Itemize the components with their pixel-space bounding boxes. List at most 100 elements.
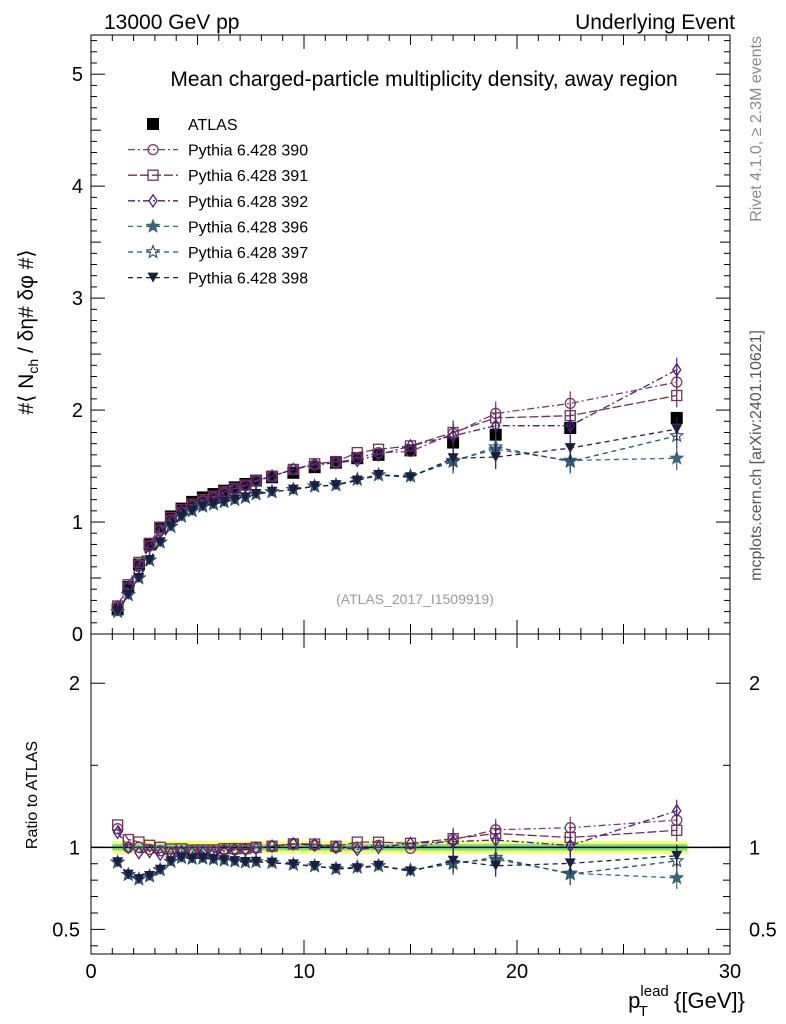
main-plot-frame xyxy=(90,34,731,635)
data-point-pythia-6-428-397 xyxy=(562,453,578,469)
ratio-point-pythia-6-428-398 xyxy=(144,871,156,882)
source-label: mcplots.cern.ch [arXiv:2401.10621] xyxy=(748,330,765,581)
ratio-point-pythia-6-428-392 xyxy=(671,803,682,818)
x-tick-label: 10 xyxy=(293,961,315,983)
header-energy-label: 13000 GeV pp xyxy=(104,11,239,34)
ratio-point-pythia-6-428-398 xyxy=(351,863,363,874)
data-point-pythia-6-428-398 xyxy=(330,480,342,491)
data-point-pythia-6-428-392 xyxy=(373,447,384,463)
ratio-point-pythia-6-428-392 xyxy=(288,836,299,852)
ratio-point-pythia-6-428-398 xyxy=(287,859,299,870)
x-tick-label: 0 xyxy=(85,961,96,983)
data-point-pythia-6-428-392 xyxy=(448,428,458,443)
ratio-point-pythia-6-428-398 xyxy=(112,857,124,868)
data-point-pythia-6-428-398 xyxy=(122,589,134,600)
legend-marker-pythia-6-428-390 xyxy=(147,143,159,156)
ratio-y-tick-label-right: 0.5 xyxy=(749,919,777,941)
data-point-pythia-6-428-392 xyxy=(309,457,320,473)
data-point-pythia-6-428-398 xyxy=(197,501,209,512)
ratio-point-pythia-6-428-398 xyxy=(309,861,321,872)
rivet-label: Rivet 4.1.0, ≥ 2.3M events xyxy=(748,36,765,222)
data-point-pythia-6-428-398 xyxy=(266,486,278,497)
legend: ATLAS Pythia 6.428 390 Pythia 6.428 391 Pyt… xyxy=(128,117,308,288)
data-point-pythia-6-428-398 xyxy=(351,475,363,486)
data-point-pythia-6-428-398 xyxy=(250,489,262,500)
ratio-y-tick-label: 0.5 xyxy=(52,919,80,941)
data-point-pythia-6-428-398 xyxy=(112,606,124,617)
ratio-y-tick-label: 2 xyxy=(69,673,80,695)
legend-label-pythia-6-428-398: Pythia 6.428 398 xyxy=(188,271,308,288)
chart-title: Mean charged-particle multiplicity densi… xyxy=(170,68,677,91)
data-point-pythia-6-428-398 xyxy=(490,452,502,463)
x-tick-labels: 0 10 20 30 xyxy=(85,961,741,983)
data-point-pythia-6-428-392 xyxy=(352,453,363,468)
ratio-point-pythia-6-428-391 xyxy=(351,836,363,848)
data-point-pythia-6-428-392 xyxy=(331,455,341,470)
legend-label-pythia-6-428-391: Pythia 6.428 391 xyxy=(188,168,308,185)
data-point-pythia-6-428-398 xyxy=(309,481,321,492)
legend-marker-pythia-6-428-398 xyxy=(147,272,159,283)
ratio-point-pythia-6-428-392 xyxy=(331,840,341,855)
ratio-y-tick-label-right: 1 xyxy=(749,837,760,859)
data-point-pythia-6-428-391 xyxy=(351,446,363,459)
ratio-point-pythia-6-428-392 xyxy=(155,847,166,862)
ratio-point-pythia-6-428-392 xyxy=(373,840,384,855)
ratio-point-pythia-6-428-392 xyxy=(405,836,416,851)
ratio-y-tick-label: 1 xyxy=(69,837,80,859)
data-point-pythia-6-428-391 xyxy=(143,537,156,549)
data-point-pythia-6-428-392 xyxy=(267,468,277,484)
ratio-point-pythia-6-428-398 xyxy=(564,858,576,869)
ratio-point-pythia-6-428-398 xyxy=(133,874,145,885)
data-point-pythia-6-428-398 xyxy=(447,453,459,464)
data-point-pythia-6-428-391 xyxy=(372,443,385,455)
series-line-pythia-6-428-392 xyxy=(117,369,678,608)
data-point-atlas xyxy=(164,510,177,523)
main-y-tick-label: 0 xyxy=(72,624,83,646)
ratio-point-pythia-6-428-398 xyxy=(330,863,342,874)
ratio-y-tick-label-right: 2 xyxy=(749,673,760,695)
ratio-point-pythia-6-428-398 xyxy=(447,855,459,866)
ratio-point-pythia-6-428-398 xyxy=(671,850,683,861)
ratio-point-pythia-6-428-392 xyxy=(267,838,277,854)
ratio-point-pythia-6-428-397 xyxy=(562,866,578,881)
ratio-y-tick-labels: 0.5 0.5 1 1 2 2 xyxy=(52,673,777,941)
main-y-tick-label: 4 xyxy=(72,176,83,198)
ratio-point-pythia-6-428-398 xyxy=(165,856,177,867)
ratio-point-pythia-6-428-398 xyxy=(239,857,251,868)
legend-label-pythia-6-428-390: Pythia 6.428 390 xyxy=(188,143,308,160)
x-tick-label: 20 xyxy=(506,961,528,983)
ratio-plot-frame xyxy=(90,633,731,955)
series-line-pythia-6-428-398 xyxy=(117,428,677,612)
ratio-point-pythia-6-428-398 xyxy=(186,853,198,864)
data-point-pythia-6-428-398 xyxy=(229,494,241,505)
y-label-part-2: / δη# δφ #⟩ xyxy=(15,249,38,358)
legend-marker-atlas xyxy=(147,118,159,130)
y-label-sub: ch xyxy=(25,359,41,374)
ratio-point-pythia-6-428-392 xyxy=(490,832,501,848)
ratio-point-pythia-6-428-392 xyxy=(565,838,576,853)
data-point-pythia-6-428-398 xyxy=(186,505,198,516)
ratio-point-pythia-6-428-391 xyxy=(671,824,683,836)
svg-text:#⟨ Nch / δη# δφ #⟩: #⟨ Nch / δη# δφ #⟩ xyxy=(15,249,41,414)
data-point-pythia-6-428-398 xyxy=(165,521,177,532)
data-point-pythia-6-428-392 xyxy=(288,462,299,477)
ratio-point-pythia-6-428-392 xyxy=(448,834,458,849)
data-point-pythia-6-428-392 xyxy=(671,362,682,377)
legend-marker-pythia-6-428-391 xyxy=(147,169,159,181)
ratio-point-pythia-6-428-391 xyxy=(143,839,156,851)
ratio-point-pythia-6-428-391 xyxy=(111,819,124,831)
ratio-point-pythia-6-428-398 xyxy=(405,866,416,877)
analysis-tag: (ATLAS_2017_I1509919) xyxy=(336,591,494,607)
main-y-tick-label: 2 xyxy=(72,400,83,422)
main-y-tick-label: 1 xyxy=(72,512,83,534)
x-label-p: p xyxy=(628,988,640,1013)
main-y-axis-label: #⟨ Nch / δη# δφ #⟩ xyxy=(15,249,41,414)
data-point-pythia-6-428-391 xyxy=(671,389,683,402)
x-axis-label: plead T {[GeV]} xyxy=(628,983,745,1020)
ratio-point-pythia-6-428-398 xyxy=(154,864,166,875)
series-line-pythia-6-428-396 xyxy=(117,448,677,612)
ratio-point-pythia-6-428-398 xyxy=(266,857,278,868)
legend-label-pythia-6-428-396: Pythia 6.428 396 xyxy=(188,219,308,236)
data-point-pythia-6-428-398 xyxy=(405,472,416,483)
data-point-pythia-6-428-398 xyxy=(564,443,576,454)
